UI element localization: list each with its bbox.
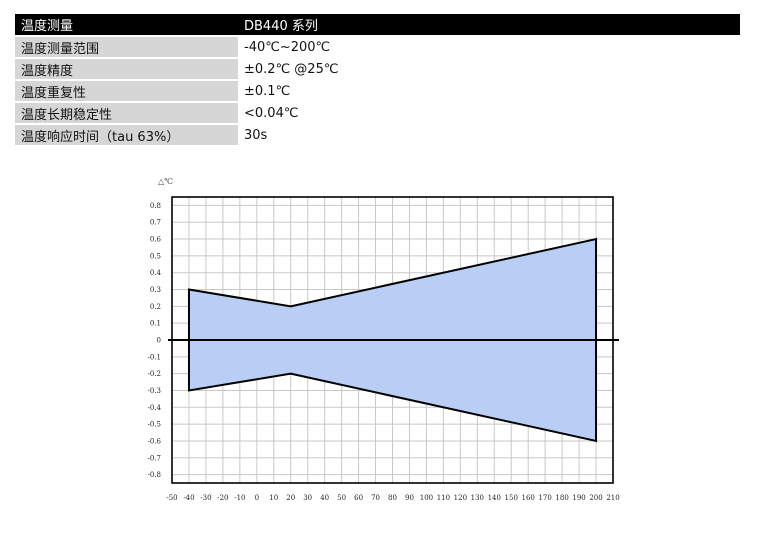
y-tick-label: -0.7 [148, 454, 162, 462]
spec-header-row: 温度测量 DB440 系列 [15, 14, 740, 37]
x-tick-label: 140 [488, 494, 501, 502]
spec-row: 温度测量范围 -40℃~200℃ [15, 36, 740, 59]
y-tick-label: -0.5 [148, 421, 162, 429]
spec-row-value: -40℃~200℃ [238, 36, 740, 59]
spec-row-key: 温度精度 [15, 58, 238, 81]
y-axis-label: △℃ [158, 177, 173, 186]
spec-row: 温度响应时间（tau 63%） 30s [15, 124, 740, 147]
x-tick-label: 180 [555, 494, 568, 502]
x-tick-label: 200 [589, 494, 602, 502]
x-tick-label: 50 [337, 494, 346, 502]
x-tick-label: 90 [405, 494, 414, 502]
spec-row: 温度长期稳定性 <0.04℃ [15, 102, 740, 125]
y-tick-label: 0.3 [150, 286, 161, 294]
spec-table: 温度测量 DB440 系列 温度测量范围 -40℃~200℃ 温度精度 ±0.2… [15, 14, 740, 147]
temperature-accuracy-chart: 0.8 0.7 0.6 0.5 0.4 0.3 0.2 0.1 0 -0.1 -0.2 -0.3 -0.… [148, 177, 620, 502]
x-tick-label: 210 [606, 494, 619, 502]
spec-row-key: 温度长期稳定性 [15, 102, 238, 125]
x-tick-label: 60 [354, 494, 363, 502]
x-tick-label: -20 [217, 494, 228, 502]
x-tick-label: -50 [166, 494, 177, 502]
x-tick-label: -30 [200, 494, 211, 502]
y-tick-label: 0.5 [150, 252, 161, 260]
y-tick-label: -0.8 [148, 471, 162, 479]
spec-row-key: 温度测量范围 [15, 36, 238, 59]
x-tick-label: 100 [420, 494, 433, 502]
x-tick-label: 150 [505, 494, 518, 502]
x-tick-label: 40 [320, 494, 329, 502]
x-tick-label: 0 [255, 494, 259, 502]
y-tick-label: 0.2 [150, 303, 161, 311]
y-tick-label: 0.6 [150, 236, 162, 244]
y-tick-label: 0.1 [150, 320, 161, 328]
y-tick-label: 0 [157, 337, 161, 345]
y-tick-label: -0.2 [148, 370, 162, 378]
spec-row-key: 温度响应时间（tau 63%） [15, 124, 238, 147]
y-tick-label: 0.7 [150, 219, 161, 227]
y-tick-label: -0.4 [148, 404, 162, 412]
spec-row-value: ±0.1℃ [238, 80, 740, 103]
x-tick-label: 120 [454, 494, 467, 502]
y-tick-label: 0.4 [150, 269, 162, 277]
y-tick-label: -0.1 [148, 353, 162, 361]
spec-row-value: <0.04℃ [238, 102, 740, 125]
x-tick-label: 130 [471, 494, 484, 502]
spec-header-value: DB440 系列 [238, 14, 740, 37]
spec-row: 温度精度 ±0.2℃ @25℃ [15, 58, 740, 81]
chart-labels: 0.8 0.7 0.6 0.5 0.4 0.3 0.2 0.1 0 -0.1 -0.2 -0.3 -0.… [148, 177, 620, 502]
spec-row-key: 温度重复性 [15, 80, 238, 103]
x-tick-label: 20 [286, 494, 295, 502]
spec-row-value: 30s [238, 124, 740, 147]
x-tick-label: 80 [388, 494, 397, 502]
x-tick-label: 190 [572, 494, 585, 502]
spec-row: 温度重复性 ±0.1℃ [15, 80, 740, 103]
x-tick-label: -40 [183, 494, 194, 502]
x-tick-label: -10 [234, 494, 245, 502]
spec-row-value: ±0.2℃ @25℃ [238, 58, 740, 81]
chart-axes [168, 196, 619, 484]
spec-header-key: 温度测量 [15, 14, 238, 37]
y-tick-label: -0.6 [148, 437, 162, 445]
x-tick-label: 70 [371, 494, 380, 502]
x-tick-label: 160 [522, 494, 535, 502]
y-tick-label: -0.3 [148, 387, 162, 395]
y-tick-label: 0.8 [150, 202, 161, 210]
x-tick-label: 10 [269, 494, 278, 502]
x-tick-label: 110 [437, 494, 450, 502]
x-tick-label: 170 [538, 494, 551, 502]
x-tick-label: 30 [303, 494, 312, 502]
